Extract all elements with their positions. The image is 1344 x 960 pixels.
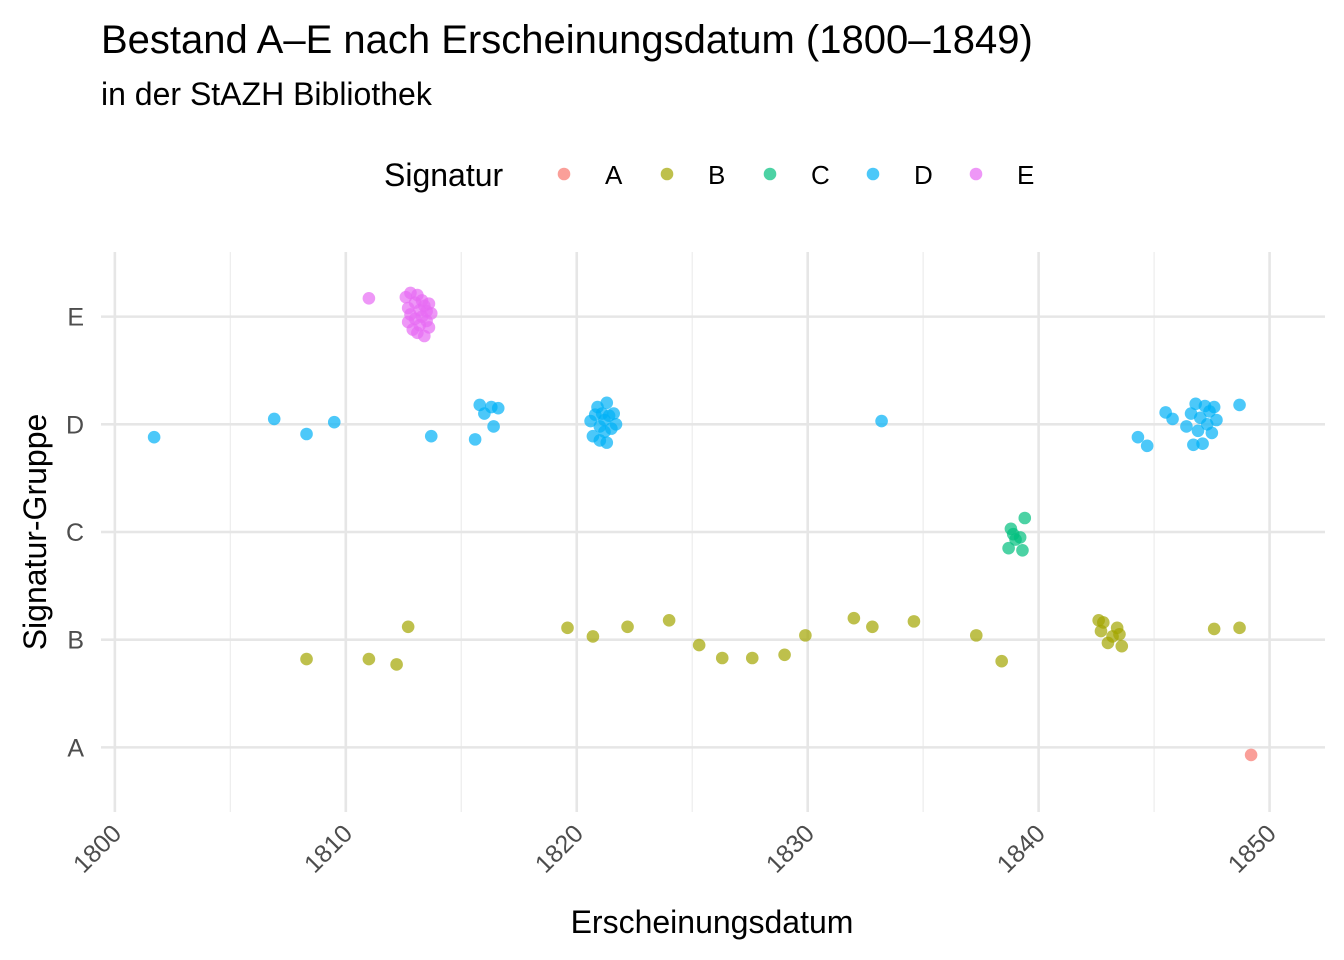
data-point-B [799, 629, 812, 642]
legend-key-D [866, 167, 880, 181]
x-axis-title: Erscheinungsdatum [571, 904, 854, 940]
chart-title: Bestand A–E nach Erscheinungsdatum (1800… [101, 18, 1033, 62]
data-point-B [969, 629, 983, 642]
data-point-B [1207, 622, 1221, 636]
data-point-C [1013, 531, 1027, 544]
data-point-B [847, 611, 861, 625]
data-point-D [607, 407, 620, 420]
data-point-B [300, 652, 313, 666]
chart-subtitle: in der StAZH Bibliothek [101, 76, 433, 112]
legend-title: Signatur [384, 157, 504, 193]
data-point-B [390, 658, 403, 671]
legend-key-B [660, 167, 674, 181]
data-point-D [1140, 439, 1154, 453]
data-point-B [778, 648, 791, 662]
data-point-B [1115, 639, 1129, 653]
legend-label-D: D [914, 160, 933, 190]
data-point-B [401, 620, 415, 634]
plot-grid [101, 252, 1325, 812]
data-point-D [424, 429, 438, 443]
data-point-D [1191, 424, 1205, 438]
data-point-D [600, 396, 614, 410]
data-point-D [1131, 430, 1145, 444]
data-point-B [561, 621, 574, 635]
x-tick-label: 1850 [1223, 819, 1282, 878]
y-tick-label: C [66, 519, 84, 547]
x-tick-label: 1810 [299, 819, 358, 878]
legend-key-E [969, 167, 983, 181]
data-point-D [1180, 420, 1193, 433]
data-point-B [715, 651, 729, 665]
data-point-E [422, 297, 436, 310]
data-point-B [745, 651, 759, 665]
data-point-B [662, 614, 676, 627]
x-tick-label: 1840 [992, 819, 1051, 878]
data-point-B [362, 652, 376, 666]
data-point-B [866, 620, 879, 634]
legend-label-B: B [708, 160, 725, 190]
data-point-B [1113, 628, 1126, 641]
data-point-D [1233, 398, 1246, 412]
data-point-A [1244, 748, 1258, 762]
data-point-D [491, 401, 505, 415]
data-point-D [327, 415, 341, 429]
legend: Signatur A B C D E [384, 157, 1034, 193]
data-point-D [1196, 437, 1209, 450]
data-point-C [1016, 544, 1029, 557]
data-point-B [907, 615, 921, 628]
data-point-E [422, 321, 436, 334]
data-point-D [267, 412, 281, 426]
legend-label-E: E [1017, 160, 1034, 190]
legend-key-A [557, 167, 571, 181]
legend-label-C: C [811, 160, 830, 190]
y-tick-label: B [67, 627, 84, 655]
x-tick-label: 1830 [761, 819, 820, 878]
data-point-B [621, 620, 634, 634]
data-point-D [1187, 438, 1200, 452]
data-point-D [487, 420, 500, 433]
y-tick-label: A [67, 734, 84, 762]
data-point-C [1002, 541, 1015, 555]
y-axis-title: Signatur-Gruppe [17, 414, 53, 651]
data-point-B [586, 630, 600, 643]
data-point-E [424, 307, 438, 320]
data-point-B [995, 654, 1008, 668]
y-tick-label: D [66, 411, 84, 439]
x-tick-label: 1820 [530, 819, 589, 878]
x-axis-ticks: 1800 1810 1820 1830 1840 1850 [68, 819, 1282, 878]
data-point-D [1207, 400, 1221, 414]
data-point-B [1233, 621, 1246, 635]
data-point-D [600, 436, 614, 449]
legend-label-A: A [605, 160, 623, 190]
data-point-D [1205, 426, 1219, 440]
data-point-D [468, 433, 482, 446]
y-axis-ticks: A B C D E [66, 304, 84, 763]
data-point-B [692, 638, 706, 652]
data-point-E [362, 292, 376, 305]
data-points [147, 286, 1258, 762]
data-point-B [1094, 624, 1108, 638]
data-point-D [1166, 412, 1179, 426]
data-point-C [1018, 511, 1032, 525]
legend-key-C [763, 167, 777, 181]
data-point-D [147, 430, 161, 444]
x-tick-label: 1800 [68, 819, 127, 878]
data-point-D [875, 414, 888, 428]
data-point-D [609, 418, 623, 431]
data-point-D [300, 427, 313, 441]
data-point-D [1210, 413, 1223, 427]
y-tick-label: E [67, 304, 84, 332]
